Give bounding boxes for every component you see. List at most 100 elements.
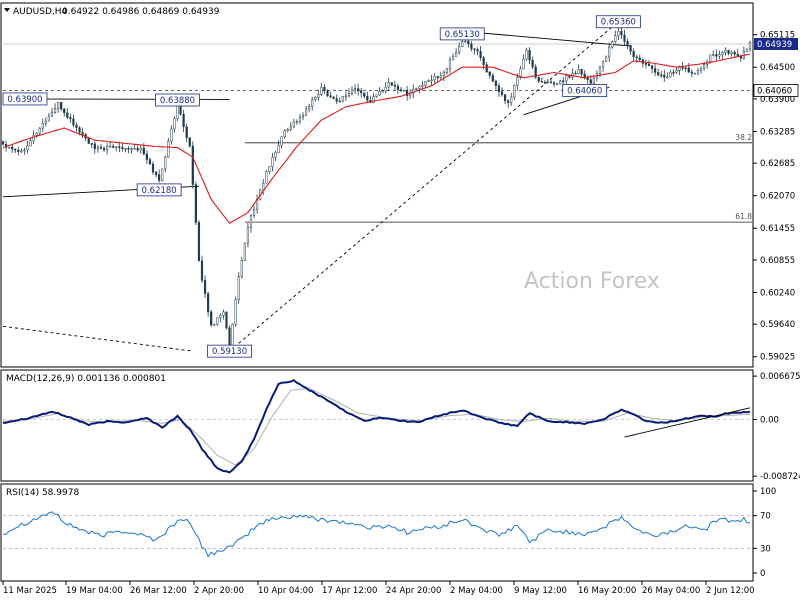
price-candle xyxy=(745,48,749,53)
price-candle xyxy=(283,129,286,139)
candle-body xyxy=(35,132,38,136)
price-candle xyxy=(748,40,752,52)
candle-body xyxy=(378,91,381,96)
price-candle xyxy=(353,84,357,95)
price-candle xyxy=(491,72,494,83)
macd-title: MACD(12,26,9) 0.001136 0.000801 xyxy=(6,374,166,384)
price-candle xyxy=(81,127,84,139)
candle-body xyxy=(121,147,124,150)
price-candle xyxy=(611,40,614,49)
candle-body xyxy=(57,101,60,109)
candle-body xyxy=(216,317,219,325)
price-candle xyxy=(109,142,112,148)
price-candle xyxy=(614,30,617,44)
price-candle xyxy=(439,71,442,80)
price-annotation: 0.65360 xyxy=(595,15,641,29)
price-candle xyxy=(262,178,265,196)
price-candle xyxy=(556,82,559,86)
candle-body xyxy=(167,140,170,158)
candle-body xyxy=(439,75,442,79)
candle-body xyxy=(243,242,246,261)
price-candle xyxy=(601,60,605,73)
symbol-dropdown-icon[interactable] xyxy=(4,8,10,12)
price-candle xyxy=(399,86,403,92)
candle-body xyxy=(311,99,314,107)
price-candle xyxy=(473,48,476,55)
candle-body xyxy=(730,51,733,54)
price-candle xyxy=(304,106,308,116)
candle-body xyxy=(225,311,228,329)
candle-body xyxy=(393,84,396,87)
price-candle xyxy=(384,82,387,94)
price-candle xyxy=(605,55,608,63)
candle-body xyxy=(623,34,626,42)
price-candle xyxy=(145,150,148,164)
price-candle xyxy=(736,49,739,57)
candle-body xyxy=(476,49,479,52)
candle-body xyxy=(534,66,537,78)
candle-body xyxy=(161,168,164,181)
annotation-box xyxy=(562,84,608,97)
candle-body xyxy=(38,127,41,134)
price-candle xyxy=(559,80,562,85)
candle-body xyxy=(148,159,152,165)
price-candle xyxy=(586,75,589,84)
price-candle xyxy=(237,272,240,304)
price-candle xyxy=(730,50,733,57)
candle-body xyxy=(412,88,415,94)
candle-body xyxy=(93,143,96,149)
candle-body xyxy=(234,299,237,325)
candle-body xyxy=(546,81,550,84)
ohlc-readout: 0.64922 0.64986 0.64869 0.64939 xyxy=(62,7,220,17)
current-price-tag-label: 0.64939 xyxy=(757,40,792,50)
candle-body xyxy=(366,95,369,101)
candle-body xyxy=(445,68,449,73)
price-candle xyxy=(669,70,672,78)
price-candle xyxy=(26,141,29,154)
candle-body xyxy=(387,82,390,88)
candle-body xyxy=(494,80,497,86)
candle-body xyxy=(712,54,715,56)
price-candle xyxy=(360,87,363,98)
candle-body xyxy=(537,76,540,82)
candle-body xyxy=(473,48,476,50)
candle-body xyxy=(598,66,602,74)
candle-body xyxy=(90,143,93,145)
price-candle xyxy=(164,155,167,173)
rsi-title: RSI(14) 58.9978 xyxy=(6,488,79,498)
candle-body xyxy=(301,115,305,118)
price-annotation: 0.59130 xyxy=(207,344,252,358)
price-candle xyxy=(629,45,632,55)
candle-body xyxy=(421,84,424,87)
price-candle xyxy=(298,114,302,125)
candle-body xyxy=(418,86,421,89)
candle-body xyxy=(344,95,347,98)
price-candle xyxy=(690,69,693,78)
candle-body xyxy=(23,149,26,152)
price-candle xyxy=(154,171,158,178)
price-candle xyxy=(75,122,78,132)
candle-body xyxy=(384,86,387,92)
candle-body xyxy=(154,171,158,175)
price-tick-label: 0.60240 xyxy=(760,288,795,298)
price-candle xyxy=(620,27,623,39)
price-candle xyxy=(50,107,54,117)
price-candle xyxy=(173,116,176,133)
price-candle xyxy=(696,68,700,76)
candle-body xyxy=(482,57,485,65)
price-candle xyxy=(11,144,14,153)
candle-body xyxy=(396,86,400,90)
price-candle xyxy=(442,70,445,82)
candle-body xyxy=(638,57,641,61)
candle-body xyxy=(549,81,553,84)
price-candle xyxy=(565,73,568,86)
candle-body xyxy=(458,46,461,53)
price-candle xyxy=(503,94,507,105)
price-candle xyxy=(8,146,11,149)
annotation-box xyxy=(136,183,182,197)
macd-tick-label: 0.006675 xyxy=(760,372,800,382)
price-candle xyxy=(314,96,317,102)
price-candle xyxy=(626,38,629,50)
candle-body xyxy=(614,35,617,42)
candle-body xyxy=(381,90,384,93)
